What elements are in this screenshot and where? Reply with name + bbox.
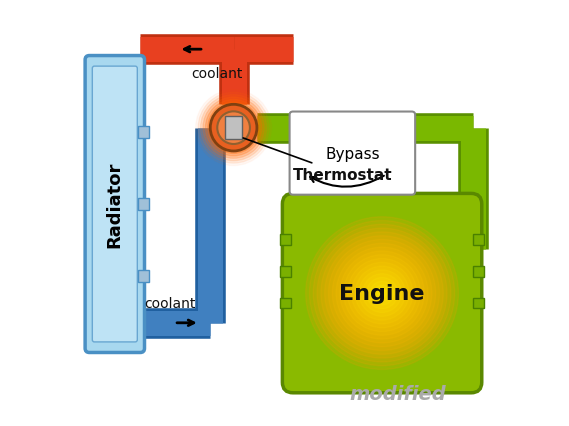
Bar xyxy=(473,266,484,277)
Circle shape xyxy=(317,229,447,358)
Circle shape xyxy=(205,100,262,156)
Circle shape xyxy=(208,103,259,154)
Bar xyxy=(473,298,484,309)
Circle shape xyxy=(336,248,428,339)
Circle shape xyxy=(314,225,451,362)
Circle shape xyxy=(351,263,413,324)
Text: coolant: coolant xyxy=(145,296,196,311)
Circle shape xyxy=(370,282,394,305)
Circle shape xyxy=(306,217,459,370)
Bar xyxy=(138,198,149,211)
Circle shape xyxy=(374,285,390,302)
Circle shape xyxy=(198,93,269,164)
Bar xyxy=(281,235,291,245)
Text: Bypass: Bypass xyxy=(325,146,380,161)
Circle shape xyxy=(325,236,439,351)
Circle shape xyxy=(203,98,264,159)
Circle shape xyxy=(355,266,409,320)
FancyBboxPatch shape xyxy=(92,67,137,342)
Circle shape xyxy=(321,232,443,354)
Bar xyxy=(138,270,149,283)
Circle shape xyxy=(332,244,432,343)
Circle shape xyxy=(359,270,405,317)
Bar xyxy=(281,298,291,309)
Circle shape xyxy=(217,112,250,145)
Text: Radiator: Radiator xyxy=(106,161,124,248)
Bar xyxy=(473,235,484,245)
Text: coolant: coolant xyxy=(191,67,242,81)
Circle shape xyxy=(344,255,420,332)
Text: modified: modified xyxy=(349,385,446,403)
Circle shape xyxy=(378,289,386,298)
Circle shape xyxy=(348,259,417,328)
Circle shape xyxy=(200,95,267,161)
Bar xyxy=(138,126,149,139)
Text: Engine: Engine xyxy=(339,283,425,303)
Circle shape xyxy=(340,251,424,336)
FancyBboxPatch shape xyxy=(290,112,415,195)
Circle shape xyxy=(211,105,257,152)
Bar xyxy=(225,117,242,140)
Circle shape xyxy=(366,278,398,309)
FancyBboxPatch shape xyxy=(282,194,482,393)
Circle shape xyxy=(211,105,257,152)
Text: Thermostat: Thermostat xyxy=(243,138,393,182)
Bar xyxy=(281,266,291,277)
Circle shape xyxy=(362,274,402,313)
Circle shape xyxy=(328,240,436,347)
FancyBboxPatch shape xyxy=(85,56,145,353)
Circle shape xyxy=(310,221,455,366)
